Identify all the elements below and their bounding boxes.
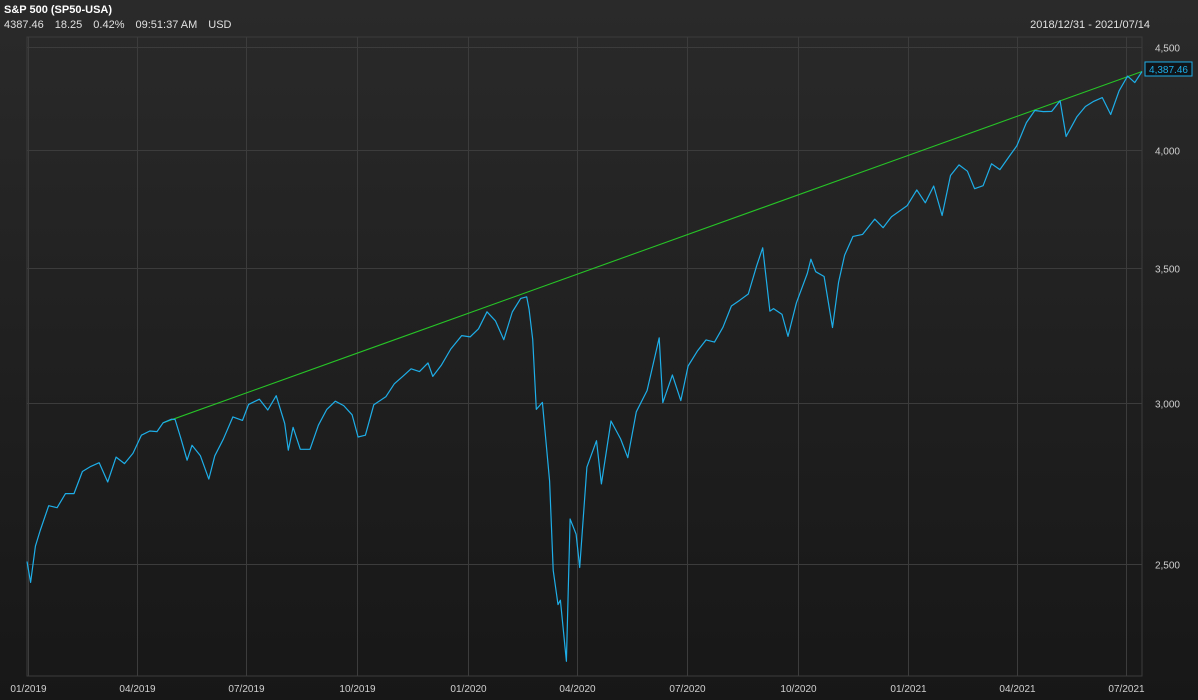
last-value-box (1144, 61, 1193, 77)
quote-time: 09:51:37 AM (135, 19, 198, 31)
y-tick-label: 2,500 (1155, 561, 1180, 572)
y-tick-label: 3,000 (1155, 400, 1180, 411)
last-price: 4387.46 (4, 19, 44, 31)
last-value-label-group: 4,387.46 (1144, 61, 1193, 77)
date-range: 2018/12/31 - 2021/07/14 (1030, 19, 1150, 31)
y-tick-label: 4,000 (1155, 147, 1180, 158)
price-change: 18.25 (54, 19, 83, 31)
price-series-group (26, 71, 1143, 662)
x-tick-label: 04/2020 (559, 684, 596, 695)
y-axis: 2,500 3,000 3,500 4,000 4,500 (1155, 44, 1180, 572)
last-value-label: 4,387.46 (1149, 65, 1188, 76)
x-tick-label: 01/2020 (450, 684, 487, 695)
chart-grid (26, 36, 1143, 677)
x-tick-label: 10/2019 (339, 684, 376, 695)
x-tick-label: 10/2020 (780, 684, 817, 695)
price-change-percent: 0.42% (93, 19, 125, 31)
price-line (26, 71, 1143, 662)
x-tick-label: 01/2019 (10, 684, 47, 695)
quote-bar: 4387.46 18.25 0.42% 09:51:37 AM USD (4, 19, 243, 31)
x-tick-label: 04/2019 (119, 684, 156, 695)
plot-frame (26, 36, 1143, 677)
trend-line (162, 70, 1143, 424)
chart-header: S&P 500 (SP50-USA) 4387.46 18.25 0.42% 09:5… (0, 0, 1198, 36)
x-tick-label: 07/2021 (1108, 684, 1145, 695)
x-tick-label: 04/2021 (999, 684, 1036, 695)
x-tick-label: 07/2019 (228, 684, 265, 695)
x-axis: 01/2019 04/2019 07/2019 10/2019 01/2020 04/20… (10, 684, 1145, 695)
trend-line-group (162, 70, 1143, 424)
y-tick-label: 4,500 (1155, 44, 1180, 55)
y-tick-label: 3,500 (1155, 265, 1180, 276)
x-tick-label: 07/2020 (669, 684, 706, 695)
x-tick-label: 01/2021 (890, 684, 927, 695)
chart-title: S&P 500 (SP50-USA) (4, 4, 113, 16)
currency: USD (208, 19, 232, 31)
